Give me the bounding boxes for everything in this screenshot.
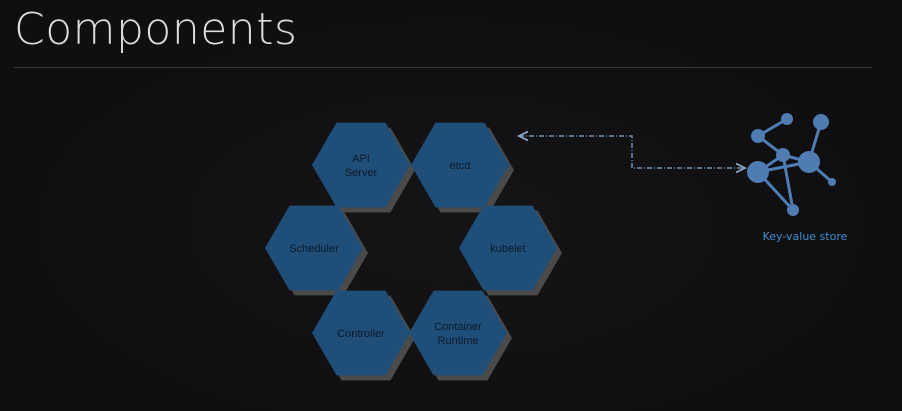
hexagon-controller <box>312 290 410 376</box>
etcd-kv-connector <box>519 136 745 168</box>
hexagon-kubelet <box>459 205 557 291</box>
title-divider <box>14 67 872 68</box>
kubelet-label: kubelet <box>490 243 525 255</box>
component-controller: Controller <box>312 290 415 381</box>
key-value-store-label: Key-value store <box>763 230 848 243</box>
api-server-label: Server <box>345 167 378 179</box>
component-kubelet: kubelet <box>459 205 562 296</box>
hexagon-container-runtime <box>409 290 507 376</box>
component-etcd: etcd <box>411 122 514 213</box>
hexagon-scheduler <box>265 205 363 291</box>
api-server-label: API <box>352 153 370 165</box>
scheduler-label: Scheduler <box>289 243 339 255</box>
hexagon-etcd <box>411 122 509 208</box>
component-scheduler: Scheduler <box>265 205 368 296</box>
etcd-label: etcd <box>450 160 471 172</box>
container-runtime-label: Container <box>434 321 482 333</box>
container-runtime-label: Runtime <box>438 335 479 347</box>
component-api-server: API Server <box>312 122 415 213</box>
component-hexagons: API Server etcd Scheduler kubelet Controller C… <box>265 122 562 381</box>
page-title: Components <box>14 4 298 55</box>
graph-network-icon <box>747 113 836 216</box>
hexagon-api-server <box>312 122 410 208</box>
component-container-runtime: Container Runtime <box>409 290 512 381</box>
controller-label: Controller <box>337 328 385 340</box>
